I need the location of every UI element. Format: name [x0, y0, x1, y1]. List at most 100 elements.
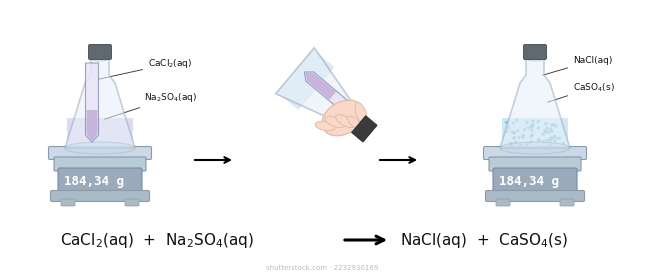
- Circle shape: [515, 141, 517, 143]
- Circle shape: [542, 133, 544, 136]
- Ellipse shape: [65, 142, 135, 154]
- FancyBboxPatch shape: [58, 168, 142, 194]
- Circle shape: [511, 131, 514, 133]
- Polygon shape: [354, 118, 373, 139]
- Ellipse shape: [315, 121, 335, 131]
- Text: 184,34 g: 184,34 g: [64, 174, 124, 188]
- Circle shape: [522, 136, 524, 137]
- Polygon shape: [502, 118, 568, 148]
- Circle shape: [527, 127, 530, 129]
- Circle shape: [510, 143, 511, 144]
- Polygon shape: [304, 72, 363, 123]
- Polygon shape: [277, 49, 335, 110]
- Ellipse shape: [322, 100, 364, 136]
- Circle shape: [513, 137, 515, 139]
- Text: NaCl(aq)  +  CaSO$_4$(s): NaCl(aq) + CaSO$_4$(s): [400, 230, 568, 249]
- Circle shape: [542, 140, 544, 143]
- Polygon shape: [500, 58, 570, 148]
- Polygon shape: [86, 110, 97, 141]
- Polygon shape: [275, 48, 365, 132]
- Circle shape: [526, 121, 528, 123]
- Circle shape: [513, 132, 515, 134]
- Circle shape: [553, 123, 555, 125]
- FancyBboxPatch shape: [484, 146, 586, 160]
- Circle shape: [553, 136, 555, 137]
- Polygon shape: [352, 116, 377, 142]
- Circle shape: [524, 129, 526, 131]
- Ellipse shape: [526, 55, 544, 61]
- Circle shape: [511, 131, 513, 133]
- Circle shape: [532, 124, 534, 126]
- Circle shape: [532, 120, 534, 122]
- Circle shape: [555, 137, 557, 139]
- Polygon shape: [67, 118, 133, 148]
- Circle shape: [550, 138, 551, 140]
- Circle shape: [506, 121, 508, 123]
- FancyBboxPatch shape: [560, 199, 574, 206]
- Circle shape: [538, 139, 540, 141]
- FancyBboxPatch shape: [61, 199, 75, 206]
- Circle shape: [551, 136, 553, 138]
- Circle shape: [512, 122, 515, 124]
- Circle shape: [546, 139, 548, 141]
- Circle shape: [550, 139, 551, 141]
- Circle shape: [554, 140, 556, 142]
- FancyBboxPatch shape: [524, 45, 546, 60]
- Polygon shape: [65, 58, 135, 148]
- Circle shape: [510, 144, 511, 146]
- Circle shape: [548, 131, 550, 133]
- Circle shape: [545, 123, 547, 125]
- Text: 184,34 g: 184,34 g: [499, 174, 559, 188]
- Circle shape: [516, 119, 518, 121]
- Text: CaCl$_2$(aq): CaCl$_2$(aq): [97, 57, 192, 80]
- Polygon shape: [86, 63, 99, 142]
- Circle shape: [555, 125, 557, 127]
- Circle shape: [530, 141, 532, 143]
- Ellipse shape: [500, 142, 570, 154]
- Ellipse shape: [355, 102, 367, 123]
- Circle shape: [513, 137, 515, 139]
- Circle shape: [559, 137, 561, 139]
- Circle shape: [520, 144, 522, 146]
- Ellipse shape: [335, 115, 354, 127]
- FancyBboxPatch shape: [50, 190, 150, 202]
- Circle shape: [522, 134, 524, 136]
- Text: NaCl(aq): NaCl(aq): [542, 56, 612, 75]
- Circle shape: [544, 130, 546, 132]
- Circle shape: [531, 125, 533, 127]
- Circle shape: [526, 143, 528, 145]
- Circle shape: [506, 130, 508, 132]
- Circle shape: [518, 136, 520, 138]
- Circle shape: [531, 129, 533, 131]
- Circle shape: [549, 144, 551, 146]
- FancyBboxPatch shape: [48, 146, 152, 160]
- Circle shape: [562, 142, 564, 144]
- FancyBboxPatch shape: [493, 168, 577, 194]
- Circle shape: [537, 127, 540, 129]
- Circle shape: [511, 144, 513, 146]
- FancyBboxPatch shape: [54, 157, 146, 171]
- Text: CaCl$_2$(aq)  +  Na$_2$SO$_4$(aq): CaCl$_2$(aq) + Na$_2$SO$_4$(aq): [60, 230, 254, 249]
- Circle shape: [531, 126, 533, 128]
- Circle shape: [550, 128, 551, 130]
- Circle shape: [522, 136, 524, 138]
- Circle shape: [551, 124, 553, 126]
- Circle shape: [531, 134, 533, 136]
- FancyBboxPatch shape: [489, 157, 581, 171]
- Circle shape: [550, 130, 552, 132]
- Circle shape: [546, 127, 548, 129]
- Text: CaSO$_4$(s): CaSO$_4$(s): [548, 81, 615, 102]
- Circle shape: [537, 121, 539, 123]
- FancyBboxPatch shape: [88, 45, 112, 60]
- Circle shape: [531, 124, 533, 126]
- Text: shutterstock.com · 2232930169: shutterstock.com · 2232930169: [266, 265, 378, 271]
- Circle shape: [544, 131, 546, 133]
- Ellipse shape: [347, 116, 362, 130]
- Circle shape: [508, 126, 510, 128]
- FancyBboxPatch shape: [125, 199, 139, 206]
- Circle shape: [551, 138, 553, 140]
- FancyBboxPatch shape: [486, 190, 584, 202]
- Text: Na$_2$SO$_4$(aq): Na$_2$SO$_4$(aq): [104, 91, 197, 119]
- Circle shape: [517, 130, 519, 132]
- Ellipse shape: [91, 55, 109, 61]
